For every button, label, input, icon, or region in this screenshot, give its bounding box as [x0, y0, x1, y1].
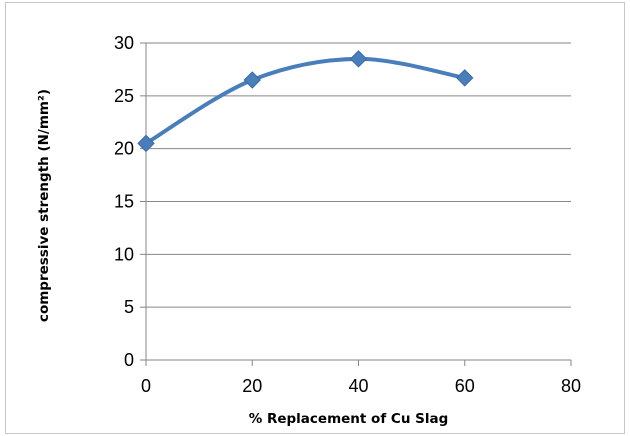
line-chart: 0 5 10 15 20 25 30 0 20 40 60 80 % Replacement of C…	[36, 33, 581, 427]
data-point-0	[137, 134, 155, 153]
y-tick-label-20: 20	[114, 139, 134, 159]
y-tick-label-5: 5	[124, 297, 134, 317]
y-axis-title: compressive strength (N/mm²)	[36, 89, 52, 322]
x-tick-label-40: 40	[348, 376, 368, 396]
y-tick-label-15: 15	[114, 192, 134, 212]
x-tick-label-60: 60	[455, 376, 475, 396]
data-point-20	[243, 71, 261, 89]
y-tick-label-30: 30	[114, 33, 134, 53]
y-tick-label-0: 0	[124, 350, 134, 370]
axes	[140, 42, 572, 366]
y-tick-label-10: 10	[114, 244, 134, 264]
series-0-line	[144, 56, 467, 146]
x-tick-label-20: 20	[242, 376, 262, 396]
data-point-40	[349, 50, 368, 68]
x-tick-label-80: 80	[561, 376, 581, 396]
y-tick-label-25: 25	[114, 86, 134, 106]
gridlines	[146, 42, 571, 308]
data-point-60	[456, 69, 474, 87]
x-tick-label-0: 0	[141, 376, 151, 396]
chart-frame: 0 5 10 15 20 25 30 0 20 40 60 80 % Replacement of C…	[5, 2, 625, 434]
tick-labels: 0 5 10 15 20 25 30 0 20 40 60 80	[114, 33, 581, 396]
series	[137, 50, 474, 153]
x-axis-title: % Replacement of Cu Slag	[249, 411, 449, 427]
